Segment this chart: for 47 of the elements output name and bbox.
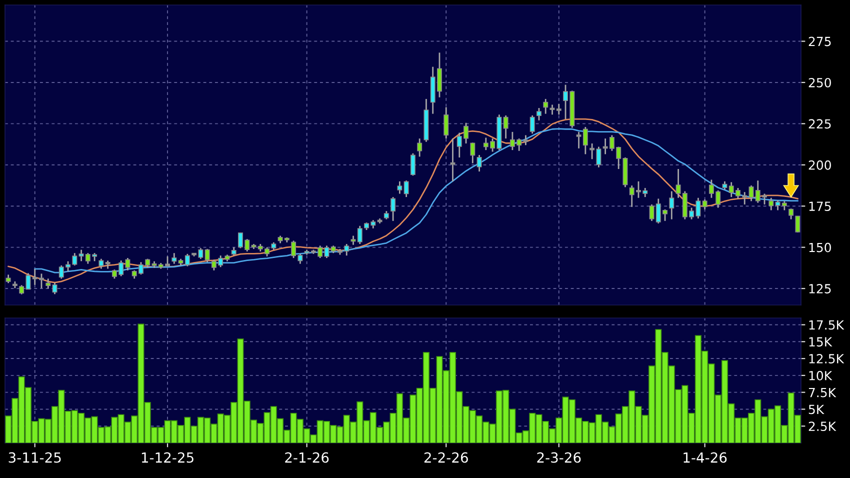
candlestick xyxy=(350,235,356,246)
y-tick-label: 225 xyxy=(808,119,831,129)
y-tick-label: 2.5K xyxy=(808,422,836,432)
y-tick-label: 200 xyxy=(808,160,831,170)
candlestick xyxy=(417,138,422,158)
candlestick xyxy=(748,184,754,202)
y-tick-label: 5K xyxy=(808,404,824,414)
x-tick-label: 1-12-25 xyxy=(142,452,194,463)
y-tick-label: 275 xyxy=(808,36,831,46)
candlestick xyxy=(550,104,555,116)
candlestick xyxy=(410,152,416,176)
candlestick xyxy=(556,103,562,116)
x-tick-label: 2-1-26 xyxy=(285,452,329,463)
candlestick xyxy=(649,204,654,222)
candlestick xyxy=(702,198,708,210)
candlestick xyxy=(404,180,409,198)
y-tick-label: 250 xyxy=(808,78,831,88)
y-tick-label: 10K xyxy=(809,370,832,380)
candlestick xyxy=(476,154,482,172)
candlestick xyxy=(172,252,177,264)
candlestick xyxy=(470,142,476,164)
y-tick-label: 17.5K xyxy=(809,320,844,330)
candlestick xyxy=(530,114,535,134)
candlestick xyxy=(669,190,674,220)
candlestick xyxy=(46,278,51,290)
candlestick xyxy=(98,258,104,270)
x-tick-label: 2-2-26 xyxy=(424,452,468,463)
candlestick xyxy=(397,180,402,194)
candlestick xyxy=(536,107,542,122)
candlestick xyxy=(503,114,508,140)
y-tick-label: 7.5K xyxy=(808,388,836,398)
y-tick-label: 150 xyxy=(809,242,831,252)
y-tick-label: 125 xyxy=(809,284,831,294)
y-tick-label: 175 xyxy=(809,202,831,212)
y-tick-label: 12.5K xyxy=(809,354,844,364)
x-tick-label: 3-11-25 xyxy=(8,452,61,463)
x-tick-label: 1-4-26 xyxy=(684,452,727,463)
candlestick xyxy=(444,106,449,140)
candlestick xyxy=(204,248,210,263)
candlestick xyxy=(52,282,58,295)
candlestick xyxy=(543,98,548,114)
candlestick xyxy=(768,197,774,211)
candlestick xyxy=(788,208,794,220)
x-tick-label: 2-3-26 xyxy=(537,452,581,463)
candlestick xyxy=(390,196,396,222)
candlestick xyxy=(795,215,800,234)
y-tick-label: 15K xyxy=(809,337,832,347)
